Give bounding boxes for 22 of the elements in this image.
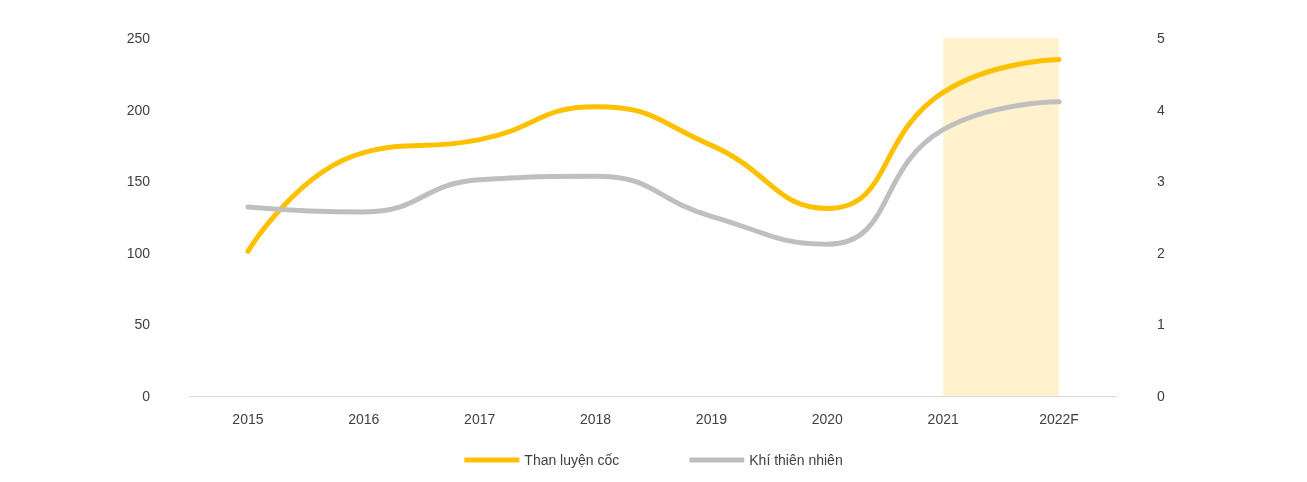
y-tick-label: 100 [126, 244, 151, 261]
y2-tick-label: 4 [1157, 101, 1165, 118]
legend-label: Khí thiên nhiên [749, 452, 843, 468]
x-tick-label: 2016 [348, 411, 380, 427]
y2-tick-label: 2 [1157, 244, 1165, 261]
x-tick-label: 2020 [811, 411, 844, 427]
y-tick-label: 0 [142, 388, 151, 404]
y2-tick-label: 0 [1157, 388, 1165, 404]
x-tick-label: 2021 [927, 411, 959, 427]
y-tick-label: 200 [126, 101, 151, 118]
x-tick-label: 2018 [579, 411, 612, 427]
x-tick-label: 2019 [695, 411, 728, 427]
y-tick-label: 250 [126, 30, 151, 46]
y2-tick-label: 3 [1157, 173, 1165, 190]
y-tick-label: 150 [126, 173, 151, 190]
y2-tick-label: 5 [1157, 30, 1165, 46]
x-tick-label: 2022F [1039, 411, 1079, 427]
x-tick-label: 2017 [464, 411, 496, 427]
x-tick-label: 2015 [232, 411, 264, 427]
y2-tick-label: 1 [1157, 316, 1165, 333]
y-tick-label: 50 [134, 316, 151, 333]
legend-label: Than luyện cốc [524, 452, 620, 468]
